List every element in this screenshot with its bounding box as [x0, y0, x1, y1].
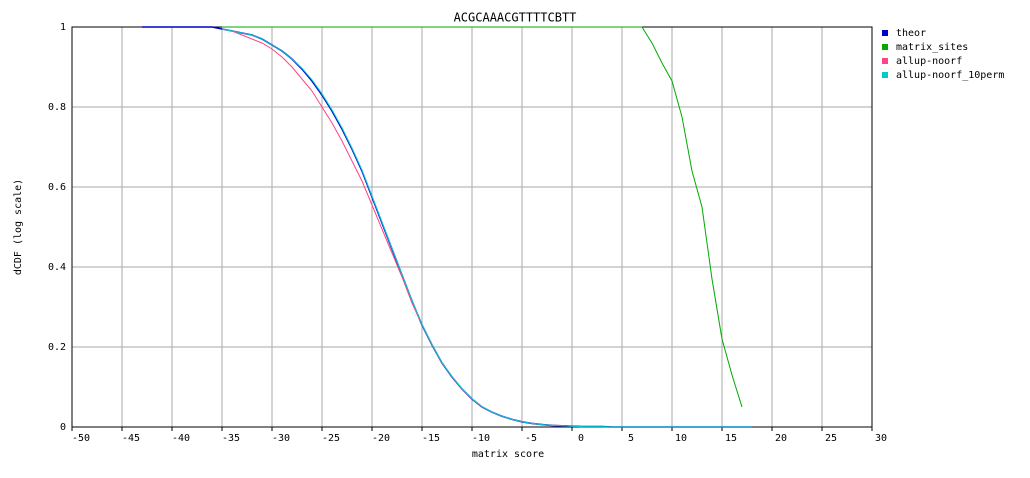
y-tick-label: 0.4: [48, 262, 66, 273]
x-tick-label: -30: [272, 433, 290, 444]
x-tick-label: -50: [72, 433, 90, 444]
x-axis-label: matrix score: [472, 449, 544, 460]
legend-swatch: [882, 44, 888, 50]
x-tick-label: -5: [525, 433, 537, 444]
x-tick-label: -25: [322, 433, 340, 444]
y-tick-label: 0.2: [48, 342, 66, 353]
x-tick-label: 20: [775, 433, 787, 444]
legend-label: allup-noorf_10perm: [896, 70, 1004, 81]
series-line: [221, 28, 752, 428]
x-tick-label: 25: [825, 433, 837, 444]
y-tick-label: 0.6: [48, 182, 66, 193]
legend-label: theor: [896, 28, 926, 39]
legend-swatch: [882, 30, 888, 36]
y-axis-label: dCDF (log scale): [13, 179, 24, 275]
x-tick-label: -10: [472, 433, 490, 444]
x-tick-label: -40: [172, 433, 190, 444]
x-tick-label: -45: [122, 433, 140, 444]
x-tick-label: -35: [222, 433, 240, 444]
x-tick-label: 0: [578, 433, 584, 444]
x-tick-label: -15: [422, 433, 440, 444]
chart-title: ACGCAAACGTTTTCBTT: [454, 11, 577, 25]
y-tick-label: 1: [60, 22, 66, 33]
legend-swatch: [882, 72, 888, 78]
x-tick-label: 30: [875, 433, 887, 444]
legend-swatch: [882, 58, 888, 64]
x-tick-label: 10: [675, 433, 687, 444]
x-tick-label: 5: [628, 433, 634, 444]
y-tick-label: 0: [60, 422, 66, 433]
x-tick-label: 15: [725, 433, 737, 444]
legend-label: allup-noorf: [896, 56, 962, 67]
x-tick-label: -20: [372, 433, 390, 444]
series-line: [222, 26, 743, 408]
y-tick-label: 0.8: [48, 102, 66, 113]
legend-label: matrix_sites: [896, 42, 968, 53]
